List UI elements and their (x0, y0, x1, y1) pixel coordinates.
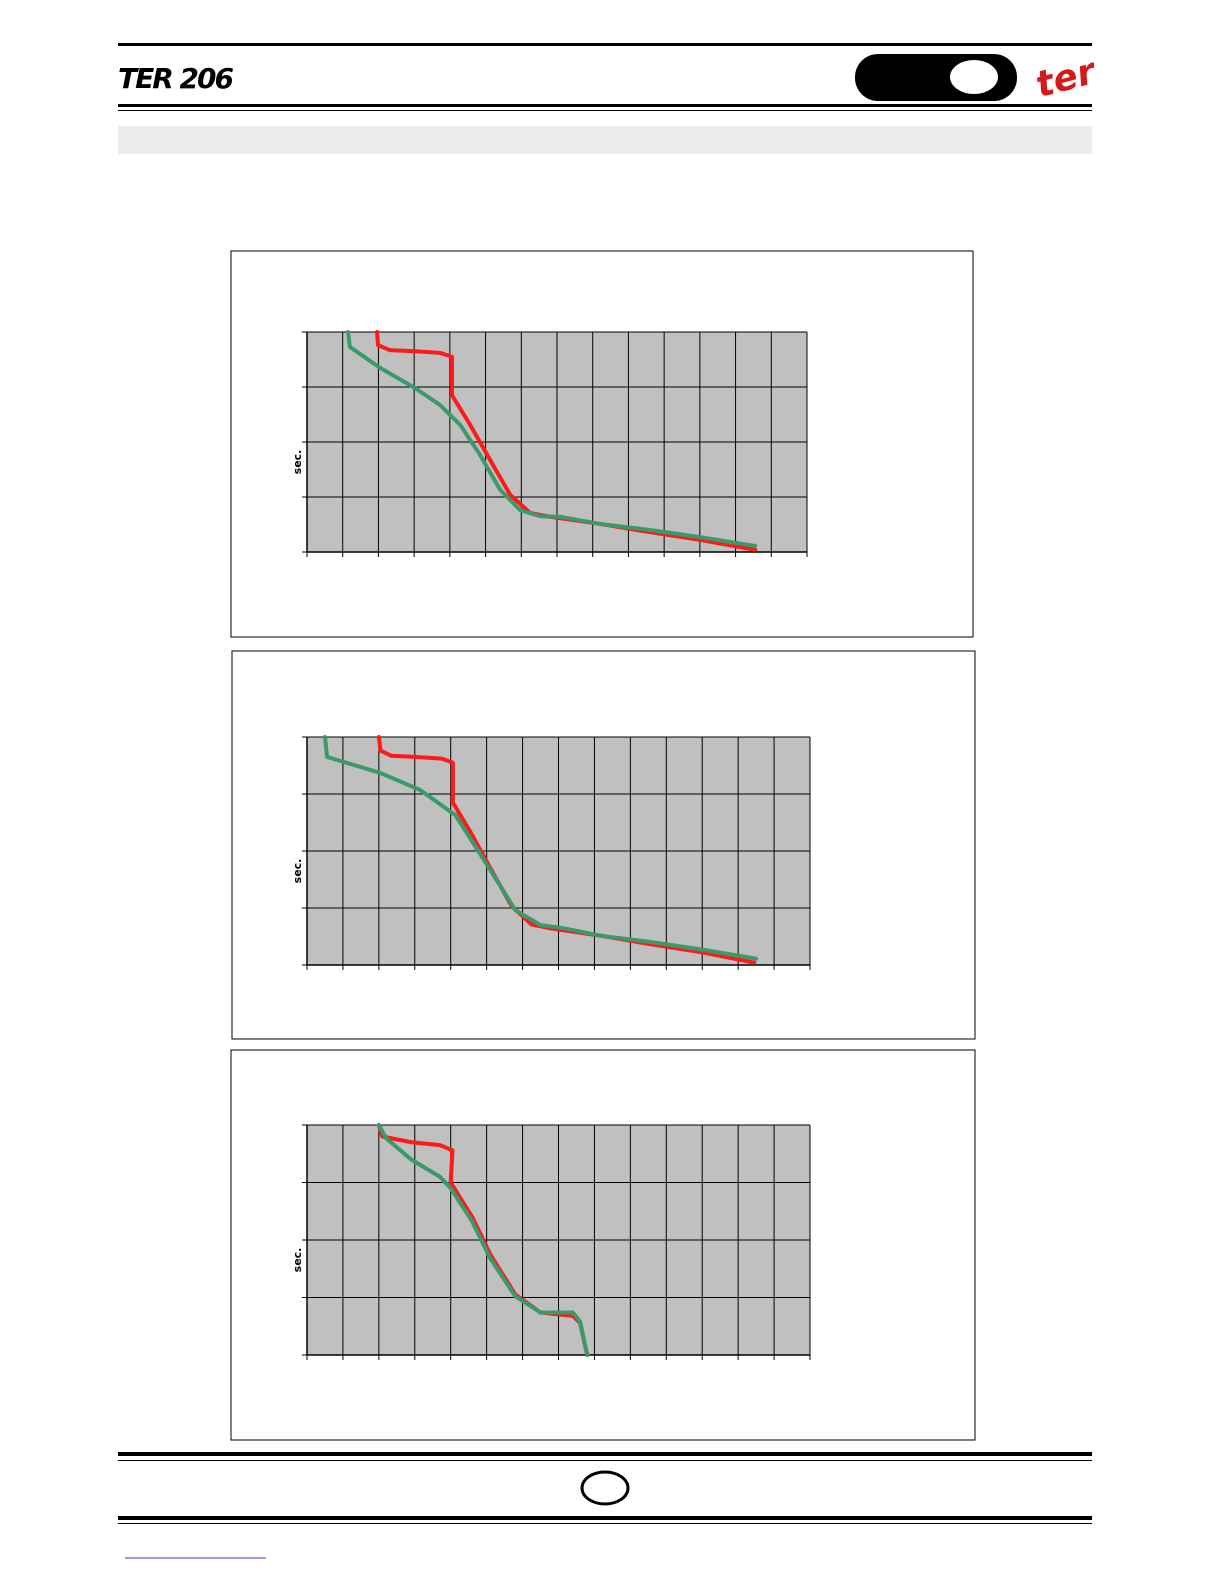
series-line (376, 1123, 590, 1357)
logo: ter (1032, 50, 1102, 106)
badge-dot (950, 60, 998, 94)
rule (118, 43, 1092, 46)
y-axis-label: sec. (291, 859, 304, 884)
rule (118, 104, 1092, 107)
chart: sec. (230, 250, 974, 638)
rule (118, 110, 1092, 111)
chart: sec. (230, 1049, 976, 1441)
doc-title: TER 206 (118, 62, 234, 95)
y-axis-label: sec. (291, 450, 304, 475)
header: TER 206 ter (118, 43, 1102, 154)
footer (118, 1452, 1092, 1559)
charts: sec. sec. sec. (230, 250, 976, 1441)
y-axis-label: sec. (291, 1248, 304, 1273)
rule (118, 1460, 1092, 1461)
rule (118, 1523, 1092, 1524)
rule (118, 1516, 1092, 1520)
section-band (118, 126, 1092, 154)
series-line (346, 330, 758, 548)
rule (118, 1452, 1092, 1456)
series-line (322, 735, 759, 961)
series-line (376, 1123, 590, 1357)
chart: sec. (231, 650, 976, 1040)
page-oval (580, 1470, 630, 1506)
